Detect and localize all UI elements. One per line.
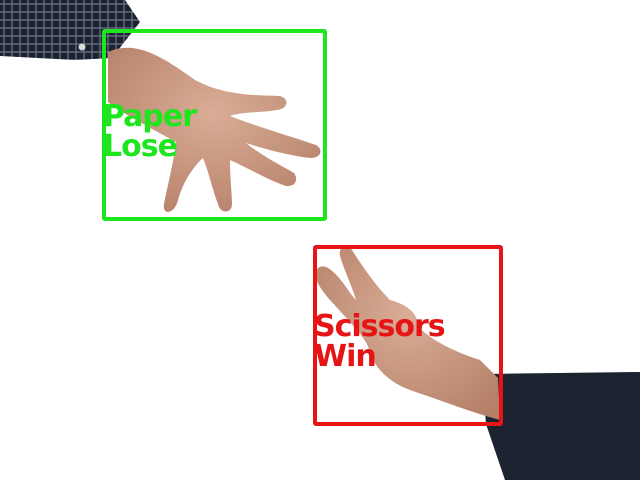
detection-box-paper: [102, 29, 327, 221]
two-finger-hand-scissors: [315, 246, 500, 420]
result-label-lose: Lose: [103, 129, 178, 164]
gesture-label-scissors: Scissors: [314, 309, 446, 344]
detection-box-scissors: [313, 245, 503, 426]
gesture-label-paper: Paper: [103, 99, 197, 134]
sleeve-bottom-right: [482, 372, 640, 480]
shirt-button: [78, 43, 86, 51]
open-hand-paper: [108, 47, 321, 212]
result-label-win: Win: [314, 339, 377, 374]
